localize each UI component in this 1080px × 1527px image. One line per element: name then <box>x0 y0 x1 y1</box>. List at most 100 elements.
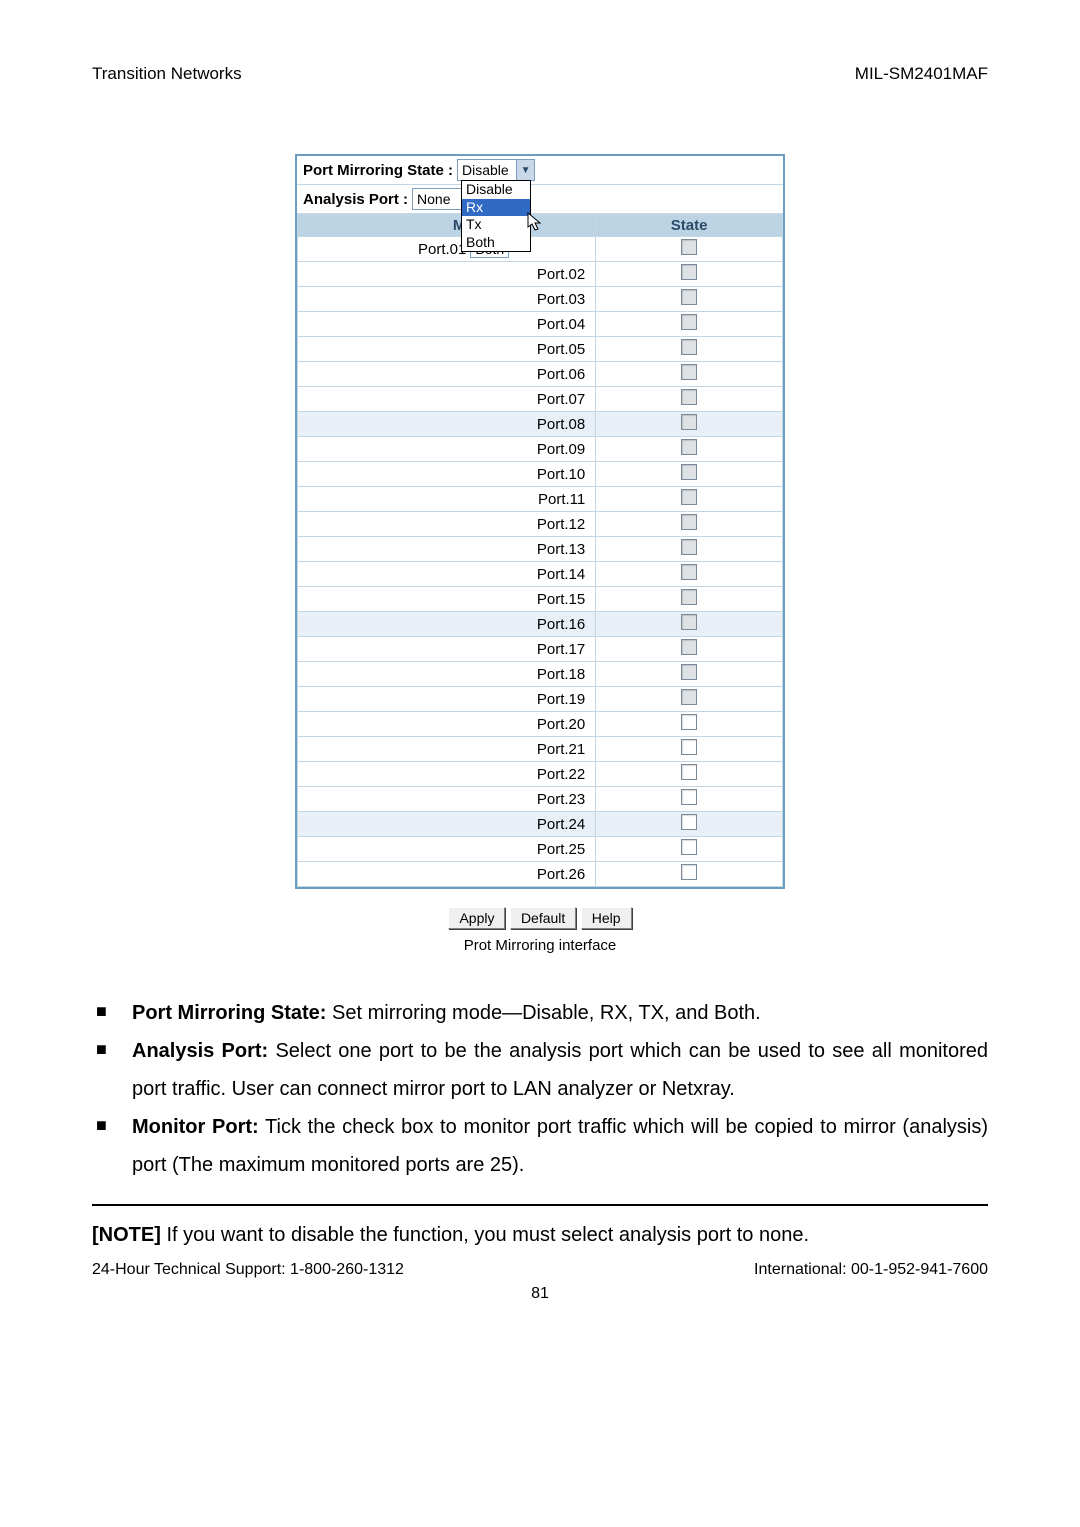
bullet-lead: Port Mirroring State: <box>132 1002 326 1024</box>
port-name-cell: Port.02 <box>298 262 596 287</box>
state-cell <box>596 462 783 487</box>
port-name-cell: Port.18 <box>298 662 596 687</box>
state-checkbox[interactable] <box>681 439 697 455</box>
port-name-cell: Port.10 <box>298 462 596 487</box>
state-cell <box>596 562 783 587</box>
state-checkbox[interactable] <box>681 489 697 505</box>
header-left: Transition Networks <box>92 64 242 84</box>
table-row: Port.12 <box>298 512 783 537</box>
port-name-cell: Port.24 <box>298 812 596 837</box>
table-row: Port.11 <box>298 487 783 512</box>
table-row: Port.17 <box>298 637 783 662</box>
table-row: Port.15 <box>298 587 783 612</box>
state-checkbox[interactable] <box>681 764 697 780</box>
mirroring-state-select[interactable]: Disable ▼ <box>457 159 535 181</box>
help-button[interactable]: Help <box>581 907 632 929</box>
state-checkbox[interactable] <box>681 839 697 855</box>
table-row: Port.18 <box>298 662 783 687</box>
dropdown-option-both[interactable]: Both <box>462 234 530 252</box>
state-cell <box>596 387 783 412</box>
dropdown-arrow-icon[interactable]: ▼ <box>516 160 534 180</box>
state-cell <box>596 762 783 787</box>
dropdown-option-rx[interactable]: Rx <box>462 199 530 217</box>
state-checkbox[interactable] <box>681 714 697 730</box>
state-checkbox[interactable] <box>681 864 697 880</box>
state-cell <box>596 262 783 287</box>
table-row: Port.19 <box>298 687 783 712</box>
port-name-cell: Port.14 <box>298 562 596 587</box>
state-cell <box>596 787 783 812</box>
state-checkbox[interactable] <box>681 389 697 405</box>
table-row: Port.25 <box>298 837 783 862</box>
state-checkbox[interactable] <box>681 264 697 280</box>
bullet-lead: Analysis Port: <box>132 1040 268 1062</box>
state-checkbox[interactable] <box>681 564 697 580</box>
port-name-cell: Port.22 <box>298 762 596 787</box>
state-checkbox[interactable] <box>681 639 697 655</box>
analysis-port-value: None <box>417 191 461 207</box>
state-checkbox[interactable] <box>681 289 697 305</box>
port-name-cell: Port.23 <box>298 787 596 812</box>
bullet-text: Tick the check box to monitor port traff… <box>132 1116 988 1176</box>
header-right: MIL-SM2401MAF <box>855 64 988 84</box>
list-item: Monitor Port: Tick the check box to moni… <box>92 1108 988 1184</box>
state-cell <box>596 287 783 312</box>
port-name-cell: Port.04 <box>298 312 596 337</box>
table-row: Port.16 <box>298 612 783 637</box>
state-checkbox[interactable] <box>681 339 697 355</box>
port-name-cell: Port.05 <box>298 337 596 362</box>
table-row: Port.03 <box>298 287 783 312</box>
state-cell <box>596 412 783 437</box>
port-name-cell: Port.25 <box>298 837 596 862</box>
list-item: Analysis Port: Select one port to be the… <box>92 1032 988 1108</box>
analysis-port-select[interactable]: None <box>412 188 462 210</box>
state-cell <box>596 737 783 762</box>
state-checkbox[interactable] <box>681 514 697 530</box>
state-checkbox[interactable] <box>681 789 697 805</box>
table-row: Port.24 <box>298 812 783 837</box>
state-cell <box>596 687 783 712</box>
apply-button[interactable]: Apply <box>448 907 505 929</box>
state-checkbox[interactable] <box>681 414 697 430</box>
default-button[interactable]: Default <box>510 907 576 929</box>
state-cell <box>596 362 783 387</box>
analysis-port-row: Analysis Port : None <box>297 185 783 214</box>
dropdown-option-disable[interactable]: Disable <box>462 181 530 199</box>
state-cell <box>596 487 783 512</box>
port-name-cell: Port.20 <box>298 712 596 737</box>
cursor-icon <box>527 212 545 234</box>
state-checkbox[interactable] <box>681 539 697 555</box>
figure-caption: Prot Mirroring interface <box>92 937 988 954</box>
state-cell <box>596 587 783 612</box>
mirroring-mode-dropdown[interactable]: DisableRxTxBoth <box>461 180 531 252</box>
port-name-cell: Port.26 <box>298 862 596 887</box>
port-name-cell: Port.11 <box>298 487 596 512</box>
table-row: Port.05 <box>298 337 783 362</box>
state-cell <box>596 837 783 862</box>
state-checkbox[interactable] <box>681 314 697 330</box>
mirroring-state-label: Port Mirroring State : <box>303 162 453 179</box>
state-cell <box>596 337 783 362</box>
table-row: Port.23 <box>298 787 783 812</box>
table-row: Port.01Both <box>298 237 783 262</box>
port-name-cell: Port.19 <box>298 687 596 712</box>
dropdown-option-tx[interactable]: Tx <box>462 216 530 234</box>
table-row: Port.09 <box>298 437 783 462</box>
state-checkbox[interactable] <box>681 664 697 680</box>
port-name-cell: Port.13 <box>298 537 596 562</box>
monitor-port-table: Monitor Po State Port.01BothPort.02Port.… <box>297 214 783 887</box>
state-checkbox[interactable] <box>681 239 697 255</box>
state-checkbox[interactable] <box>681 614 697 630</box>
state-checkbox[interactable] <box>681 739 697 755</box>
state-checkbox[interactable] <box>681 464 697 480</box>
table-row: Port.04 <box>298 312 783 337</box>
state-checkbox[interactable] <box>681 589 697 605</box>
table-row: Port.06 <box>298 362 783 387</box>
col-state: State <box>596 215 783 237</box>
state-checkbox[interactable] <box>681 689 697 705</box>
state-checkbox[interactable] <box>681 814 697 830</box>
port-name-cell: Port.15 <box>298 587 596 612</box>
footer-right: International: 00-1-952-941-7600 <box>754 1261 988 1279</box>
table-row: Port.22 <box>298 762 783 787</box>
state-checkbox[interactable] <box>681 364 697 380</box>
